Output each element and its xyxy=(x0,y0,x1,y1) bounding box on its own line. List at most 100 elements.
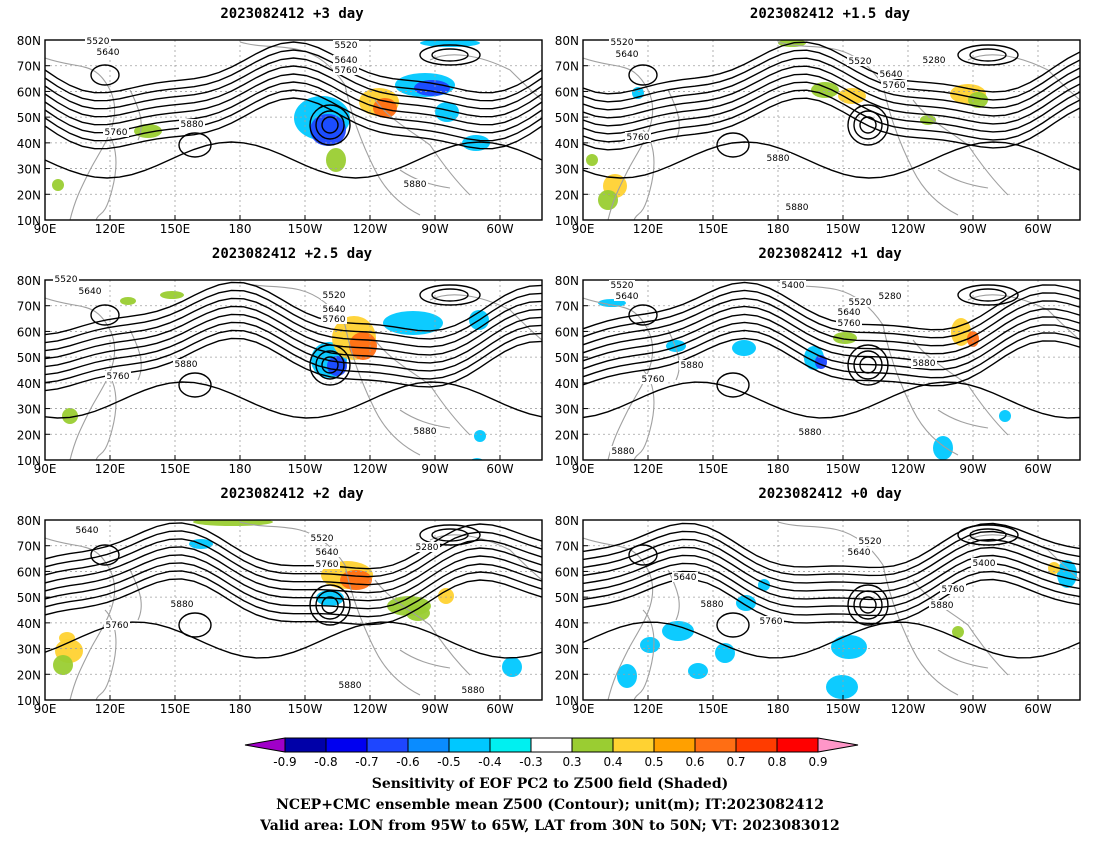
contour-label-bg xyxy=(95,47,121,57)
lat-tick-label: 40N xyxy=(555,377,579,391)
sensitivity-shading xyxy=(598,190,618,210)
contour-label: 5280 xyxy=(416,543,439,553)
sensitivity-shading xyxy=(438,588,454,604)
panel-title-5: 2023082412 +2 day xyxy=(220,486,364,502)
panel-title-6: 2023082412 +0 day xyxy=(758,486,902,502)
contour-label: 5520 xyxy=(611,38,634,48)
lat-tick-label: 20N xyxy=(555,668,579,682)
contour-label: 5880 xyxy=(171,600,194,610)
contour-label: 5520 xyxy=(611,281,634,291)
contour-label: 5400 xyxy=(973,559,996,569)
contour-label: 5280 xyxy=(879,292,902,302)
graticule xyxy=(45,520,542,700)
contour-label-bg xyxy=(173,359,199,369)
contour-label-bg xyxy=(847,297,873,307)
lon-tick-label: 150W xyxy=(826,462,861,475)
contour-label: 5880 xyxy=(462,686,485,696)
contour-label: 5640 xyxy=(316,548,339,558)
contour-label: 5640 xyxy=(323,305,346,315)
contour-label: 5880 xyxy=(612,447,635,457)
z500-contours xyxy=(583,281,1080,419)
lat-tick-label: 30N xyxy=(17,163,41,177)
lon-tick-label: 120W xyxy=(891,222,926,235)
lon-tick-label: 150E xyxy=(698,462,729,475)
lon-tick-label: 180 xyxy=(229,462,252,475)
lon-tick-label: 90E xyxy=(34,222,57,235)
lat-tick-label: 60N xyxy=(555,565,579,579)
map-plot-area: 5640 5520 5280 5640 5760 5760 5880 5880 5880 80N 7… xyxy=(17,514,543,715)
contour-label: 5400 xyxy=(782,281,805,291)
contour-label-bg xyxy=(321,290,347,300)
contour-label: 5760 xyxy=(316,560,339,570)
sensitivity-shading xyxy=(831,635,867,659)
contour-label: 5880 xyxy=(701,600,724,610)
contour-label-bg xyxy=(333,40,359,50)
contour-label: 5880 xyxy=(681,361,704,371)
colorbar-label: 0.7 xyxy=(726,755,745,769)
lon-tick-label: 150E xyxy=(160,702,191,715)
contour-label-bg xyxy=(940,584,966,594)
sensitivity-shading xyxy=(811,82,839,98)
map-frame xyxy=(582,519,1081,701)
colorbar-min-arrow xyxy=(244,737,286,753)
lat-tick-label: 30N xyxy=(555,403,579,417)
map-frame xyxy=(582,39,1081,221)
colorbar-segment xyxy=(407,737,450,753)
lat-tick-label: 10N xyxy=(17,694,41,708)
colorbar-segment xyxy=(735,737,778,753)
caption-line-2: NCEP+CMC ensemble mean Z500 (Contour); u… xyxy=(276,797,824,813)
lat-tick-label: 40N xyxy=(17,617,41,631)
lat-tick-label: 60N xyxy=(17,325,41,339)
map-frame xyxy=(44,39,543,221)
contour-label-bg xyxy=(321,304,347,314)
contour-label: 5640 xyxy=(674,573,697,583)
contour-label: 5640 xyxy=(616,50,639,60)
contour-label: 5640 xyxy=(880,70,903,80)
contour-label-bg xyxy=(179,119,205,129)
contour-label: 5640 xyxy=(76,526,99,536)
sensitivity-shading xyxy=(62,408,78,424)
sensitivity-shading xyxy=(952,626,964,638)
lon-tick-label: 90E xyxy=(34,462,57,475)
lon-tick-label: 150W xyxy=(826,222,861,235)
contour-label-bg xyxy=(103,127,129,137)
lon-tick-label: 90E xyxy=(34,702,57,715)
contour-label: 5760 xyxy=(642,375,665,385)
contour-label-bg xyxy=(309,533,335,543)
lat-tick-label: 80N xyxy=(17,514,41,528)
sensitivity-shading xyxy=(640,637,660,653)
sensitivity-shading xyxy=(826,675,858,699)
colorbar-segment xyxy=(776,737,819,753)
lat-tick-label: 80N xyxy=(17,34,41,48)
sensitivity-shading xyxy=(736,595,756,611)
contour-label: 5760 xyxy=(883,81,906,91)
contour-label: 5520 xyxy=(323,291,346,301)
contour-label-bg xyxy=(104,620,130,630)
lat-tick-label: 60N xyxy=(17,565,41,579)
z500-contours xyxy=(583,41,1080,179)
sensitivity-shading xyxy=(474,430,486,442)
contour-label: 5760 xyxy=(627,133,650,143)
contour-label: 5520 xyxy=(311,534,334,544)
lon-tick-label: 90E xyxy=(572,222,595,235)
contour-label-bg xyxy=(460,685,486,695)
contour-label-bg xyxy=(412,426,438,436)
z500-contours xyxy=(45,281,542,419)
colorbar-label: -0.5 xyxy=(437,755,460,769)
coastlines xyxy=(583,521,1080,700)
z500-contours xyxy=(45,41,542,179)
lat-tick-label: 80N xyxy=(555,514,579,528)
sensitivity-shading xyxy=(383,311,443,335)
panel-title-2: 2023082412 +1.5 day xyxy=(749,6,911,22)
contour-label: 5640 xyxy=(616,292,639,302)
contour-label: 5880 xyxy=(181,120,204,130)
contour-label: 5880 xyxy=(931,601,954,611)
contour-label-bg xyxy=(857,536,883,546)
sensitivity-shading xyxy=(1057,560,1077,588)
sensitivity-shading xyxy=(160,291,184,299)
colorbar-label: -0.3 xyxy=(519,755,542,769)
